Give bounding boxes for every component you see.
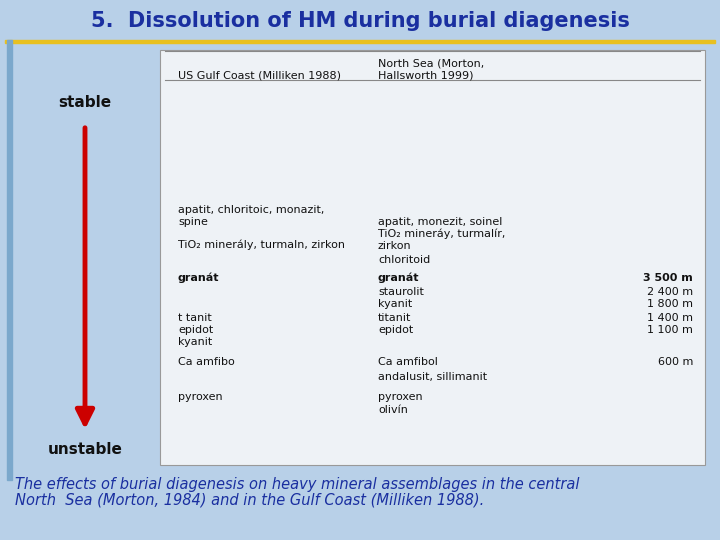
Text: staurolit: staurolit [378, 287, 424, 297]
Text: titanit: titanit [378, 313, 411, 323]
Text: olivín: olivín [378, 405, 408, 415]
Text: 5.  Dissolution of HM during burial diagenesis: 5. Dissolution of HM during burial diage… [91, 11, 629, 31]
Text: North  Sea (Morton, 1984) and in the Gulf Coast (Milliken 1988).: North Sea (Morton, 1984) and in the Gulf… [15, 492, 485, 508]
Text: Ca amfibo: Ca amfibo [178, 357, 235, 367]
Text: 1 100 m: 1 100 m [647, 325, 693, 335]
Text: kyanit: kyanit [178, 337, 212, 347]
Text: chloritoid: chloritoid [378, 255, 431, 265]
Text: epidot: epidot [178, 325, 213, 335]
Text: zirkon: zirkon [378, 241, 412, 251]
Text: granát: granát [378, 273, 420, 284]
Text: epidot: epidot [378, 325, 413, 335]
Bar [0, 0, 720, 40]
Text: The effects of burial diagenesis on heavy mineral assemblages in the central: The effects of burial diagenesis on heav… [15, 477, 580, 492]
Text: apatit, chloritoic, monazit,: apatit, chloritoic, monazit, [178, 205, 325, 215]
Text: t tanit: t tanit [178, 313, 212, 323]
Bar [7, 40, 12, 480]
Text: 600 m: 600 m [657, 357, 693, 367]
Text: andalusit, sillimanit: andalusit, sillimanit [378, 372, 487, 382]
Text: apatit, monezit, soinel: apatit, monezit, soinel [378, 217, 503, 227]
Text: 3 500 m: 3 500 m [643, 273, 693, 283]
Text: pyroxen: pyroxen [178, 392, 222, 402]
Text: 1 400 m: 1 400 m [647, 313, 693, 323]
Text: pyroxen: pyroxen [378, 392, 423, 402]
Text: Hallsworth 1999): Hallsworth 1999) [378, 71, 474, 81]
Bar [5, 40, 715, 43]
Text: TiO₂ minerály, turmaln, zirkon: TiO₂ minerály, turmaln, zirkon [178, 240, 345, 250]
Text: unstable: unstable [48, 442, 122, 457]
Text: TiO₂ mineráy, turmalír,: TiO₂ mineráy, turmalír, [378, 229, 505, 239]
Text: kyanit: kyanit [378, 299, 413, 309]
Text: 1 800 m: 1 800 m [647, 299, 693, 309]
Bar [160, 50, 705, 465]
Text: stable: stable [58, 95, 112, 110]
Text: granát: granát [178, 273, 220, 284]
Text: spine: spine [178, 217, 208, 227]
Text: Ca amfibol: Ca amfibol [378, 357, 438, 367]
Text: North Sea (Morton,: North Sea (Morton, [378, 59, 485, 69]
Text: US Gulf Coast (Milliken 1988): US Gulf Coast (Milliken 1988) [178, 71, 341, 81]
Text: 2 400 m: 2 400 m [647, 287, 693, 297]
